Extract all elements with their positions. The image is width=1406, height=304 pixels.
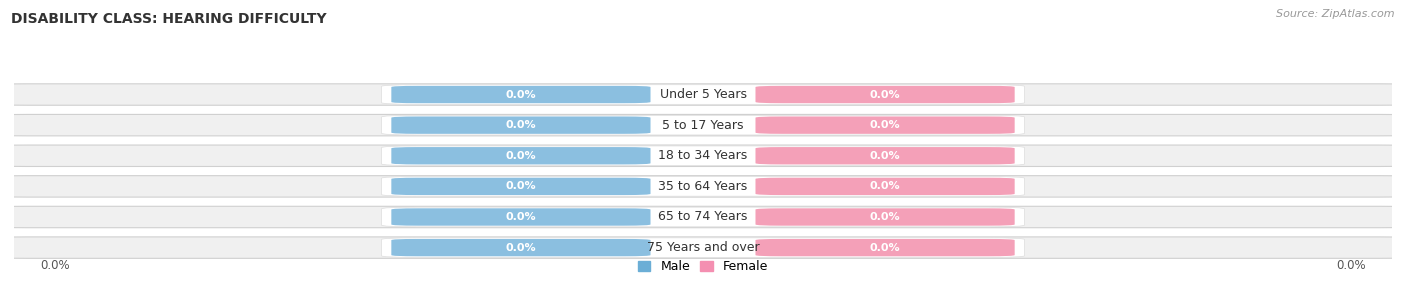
Text: 0.0%: 0.0% (870, 151, 900, 161)
FancyBboxPatch shape (0, 176, 1406, 197)
FancyBboxPatch shape (381, 85, 1025, 104)
Text: 0.0%: 0.0% (870, 212, 900, 222)
Text: 0.0%: 0.0% (506, 120, 536, 130)
Text: 0.0%: 0.0% (506, 89, 536, 99)
Text: Under 5 Years: Under 5 Years (659, 88, 747, 101)
Text: Source: ZipAtlas.com: Source: ZipAtlas.com (1277, 9, 1395, 19)
FancyBboxPatch shape (755, 86, 1015, 103)
FancyBboxPatch shape (391, 178, 651, 195)
Text: 75 Years and over: 75 Years and over (647, 241, 759, 254)
FancyBboxPatch shape (0, 114, 1406, 136)
FancyBboxPatch shape (755, 147, 1015, 164)
Text: 65 to 74 Years: 65 to 74 Years (658, 210, 748, 223)
FancyBboxPatch shape (755, 116, 1015, 134)
Text: 0.0%: 0.0% (1336, 259, 1365, 271)
FancyBboxPatch shape (391, 147, 651, 164)
FancyBboxPatch shape (0, 84, 1406, 105)
Text: 0.0%: 0.0% (506, 151, 536, 161)
Legend: Male, Female: Male, Female (633, 255, 773, 278)
Text: 0.0%: 0.0% (870, 89, 900, 99)
FancyBboxPatch shape (0, 145, 1406, 167)
Text: 0.0%: 0.0% (870, 243, 900, 253)
FancyBboxPatch shape (0, 206, 1406, 228)
Text: DISABILITY CLASS: HEARING DIFFICULTY: DISABILITY CLASS: HEARING DIFFICULTY (11, 12, 326, 26)
FancyBboxPatch shape (391, 116, 651, 134)
FancyBboxPatch shape (0, 237, 1406, 258)
FancyBboxPatch shape (755, 178, 1015, 195)
FancyBboxPatch shape (381, 238, 1025, 257)
FancyBboxPatch shape (391, 208, 651, 226)
Text: 0.0%: 0.0% (506, 243, 536, 253)
FancyBboxPatch shape (755, 239, 1015, 256)
FancyBboxPatch shape (381, 177, 1025, 196)
FancyBboxPatch shape (381, 115, 1025, 135)
Text: 0.0%: 0.0% (506, 212, 536, 222)
FancyBboxPatch shape (381, 207, 1025, 227)
FancyBboxPatch shape (391, 239, 651, 256)
Text: 0.0%: 0.0% (870, 120, 900, 130)
FancyBboxPatch shape (381, 146, 1025, 166)
Text: 0.0%: 0.0% (41, 259, 70, 271)
Text: 5 to 17 Years: 5 to 17 Years (662, 119, 744, 132)
FancyBboxPatch shape (391, 86, 651, 103)
FancyBboxPatch shape (755, 208, 1015, 226)
Text: 0.0%: 0.0% (870, 181, 900, 192)
Text: 0.0%: 0.0% (506, 181, 536, 192)
Text: 35 to 64 Years: 35 to 64 Years (658, 180, 748, 193)
Text: 18 to 34 Years: 18 to 34 Years (658, 149, 748, 162)
